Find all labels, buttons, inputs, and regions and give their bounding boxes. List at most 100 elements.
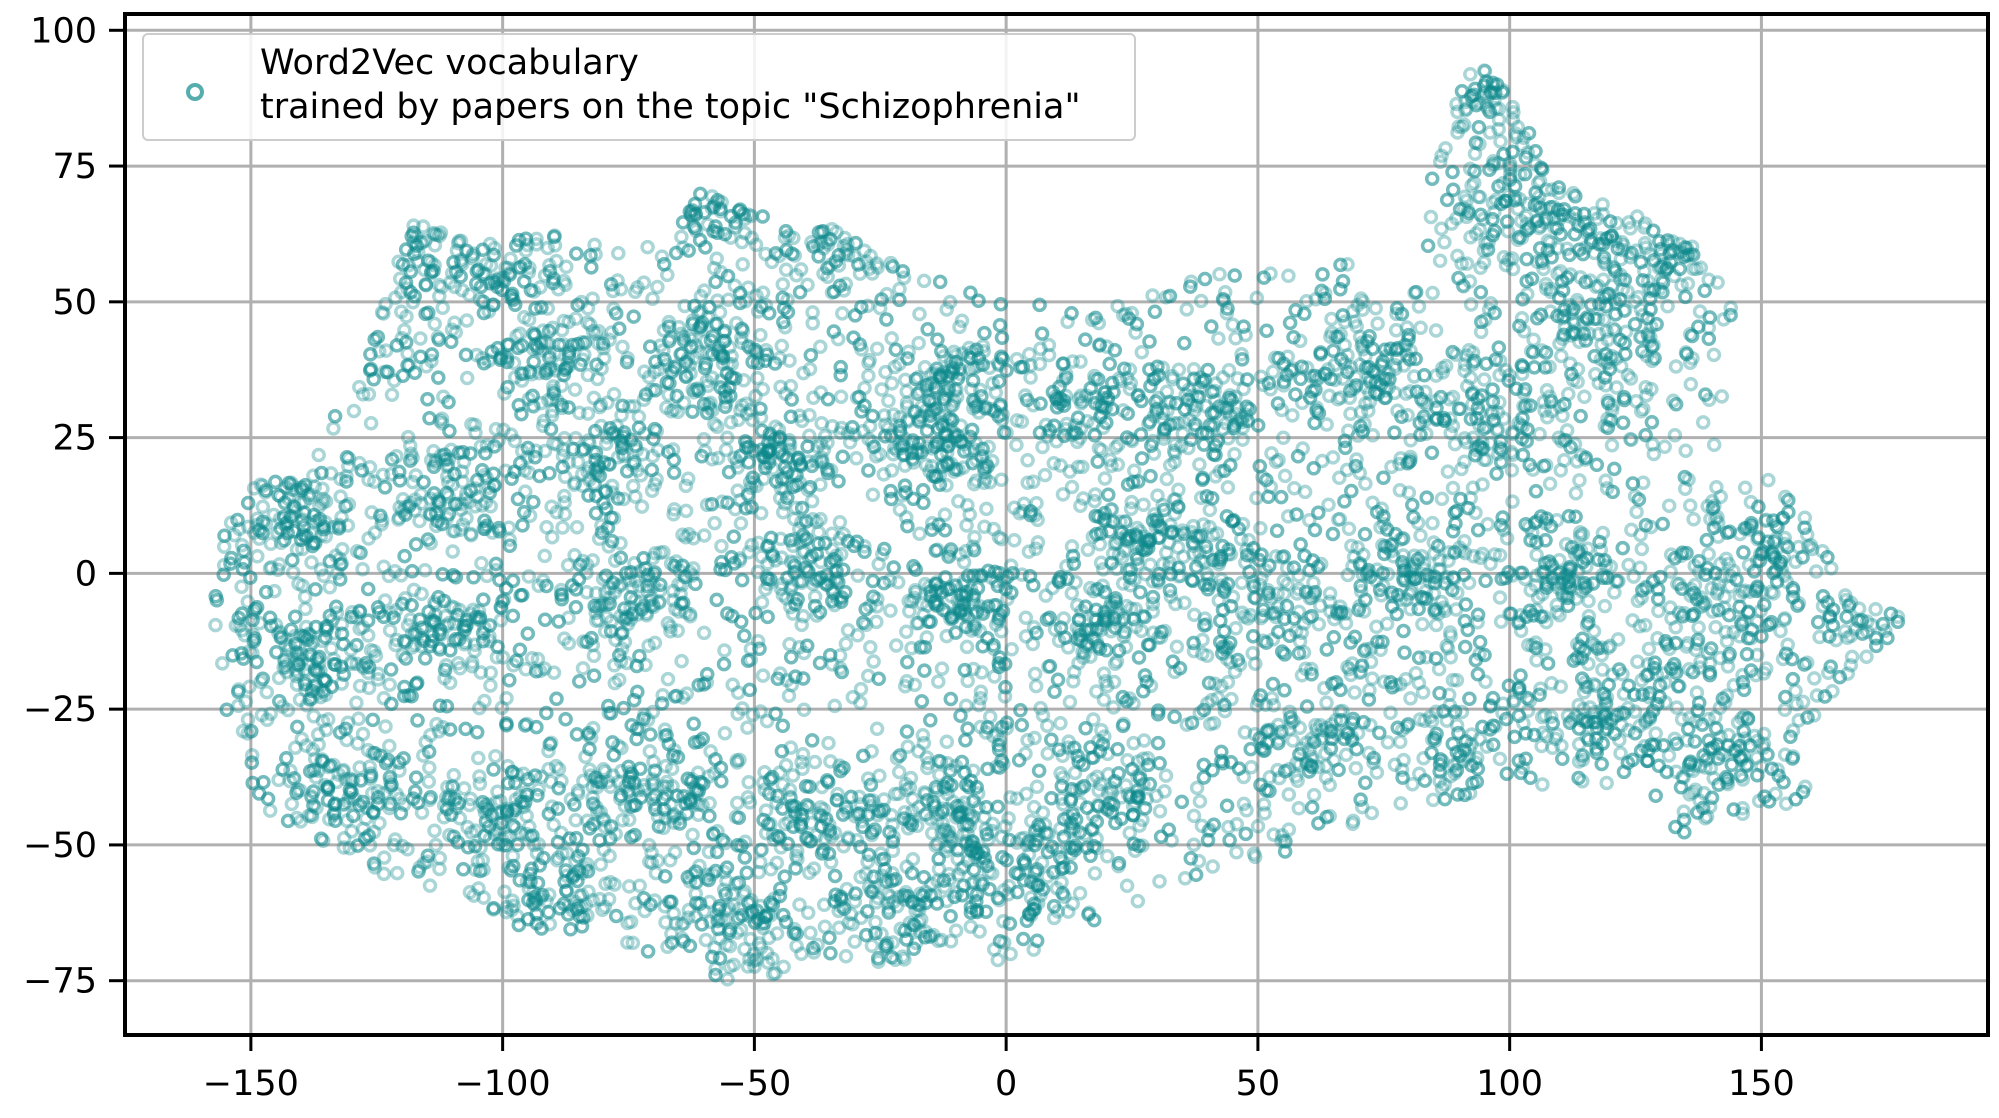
scatter-point bbox=[1520, 286, 1535, 302]
scatter-point bbox=[1087, 493, 1102, 509]
scatter-point bbox=[645, 291, 660, 306]
scatter-point bbox=[1596, 312, 1612, 327]
scatter-point bbox=[1304, 749, 1319, 764]
scatter-point bbox=[1770, 762, 1785, 777]
scatter-point bbox=[1717, 589, 1732, 605]
scatter-point bbox=[1678, 443, 1693, 458]
scatter-point bbox=[1737, 731, 1753, 746]
scatter-point bbox=[614, 407, 629, 423]
scatter-point bbox=[1502, 161, 1518, 176]
scatter-point bbox=[1383, 705, 1398, 721]
scatter-point bbox=[1703, 761, 1718, 776]
scatter-point bbox=[471, 881, 486, 896]
scatter-point bbox=[940, 418, 955, 433]
scatter-point bbox=[1170, 540, 1186, 555]
scatter-point bbox=[537, 268, 553, 283]
scatter-point bbox=[931, 674, 946, 689]
scatter-point bbox=[840, 236, 855, 252]
scatter-point bbox=[1095, 578, 1110, 594]
scatter-point bbox=[582, 436, 597, 452]
scatter-point bbox=[925, 375, 940, 391]
scatter-point bbox=[665, 583, 681, 599]
scatter-point bbox=[1604, 438, 1620, 453]
scatter-point bbox=[1155, 411, 1170, 426]
scatter-point bbox=[1045, 580, 1060, 596]
scatter-point bbox=[912, 886, 928, 901]
scatter-point bbox=[904, 812, 920, 828]
scatter-point bbox=[1549, 597, 1565, 613]
scatter-point bbox=[1086, 712, 1101, 727]
scatter-point bbox=[926, 392, 941, 407]
scatter-point bbox=[1234, 575, 1250, 590]
scatter-point bbox=[697, 334, 713, 349]
scatter-point bbox=[1544, 558, 1559, 574]
scatter-point bbox=[1035, 708, 1051, 723]
scatter-point bbox=[1281, 787, 1297, 802]
scatter-point bbox=[1477, 63, 1492, 78]
scatter-point bbox=[644, 845, 659, 861]
scatter-point bbox=[1225, 589, 1241, 605]
scatter-point bbox=[378, 719, 393, 734]
scatter-point bbox=[294, 513, 310, 529]
scatter-point bbox=[613, 577, 629, 592]
scatter-point bbox=[652, 583, 668, 599]
scatter-point bbox=[679, 686, 695, 701]
scatter-point bbox=[459, 313, 475, 328]
scatter-point bbox=[1568, 212, 1583, 227]
scatter-points bbox=[208, 63, 1906, 987]
scatter-point bbox=[445, 544, 460, 559]
scatter-point bbox=[927, 887, 943, 903]
scatter-point bbox=[659, 774, 675, 790]
scatter-point bbox=[1737, 480, 1753, 496]
scatter-point bbox=[1543, 235, 1558, 250]
scatter-point bbox=[917, 576, 933, 592]
scatter-point bbox=[1498, 257, 1514, 273]
scatter-point bbox=[1066, 424, 1081, 440]
scatter-point bbox=[603, 875, 618, 890]
scatter-point bbox=[1562, 298, 1578, 313]
scatter-point bbox=[387, 832, 403, 847]
scatter-point bbox=[707, 940, 722, 956]
scatter-point bbox=[1352, 357, 1368, 372]
scatter-point bbox=[794, 617, 809, 633]
scatter-point bbox=[1559, 587, 1575, 602]
scatter-point bbox=[976, 855, 991, 870]
scatter-point bbox=[1467, 146, 1483, 161]
scatter-point bbox=[322, 580, 338, 595]
scatter-point bbox=[1537, 403, 1552, 418]
scatter-point bbox=[1442, 411, 1458, 427]
scatter-point bbox=[1132, 538, 1147, 554]
scatter-point bbox=[1332, 511, 1348, 527]
scatter-point bbox=[258, 485, 273, 500]
scatter-point bbox=[892, 281, 907, 297]
scatter-point bbox=[325, 520, 341, 535]
scatter-point bbox=[1733, 751, 1749, 766]
scatter-point bbox=[741, 908, 757, 924]
scatter-point bbox=[1322, 388, 1337, 404]
scatter-point bbox=[1229, 400, 1245, 415]
scatter-point bbox=[1617, 303, 1633, 318]
scatter-point bbox=[1643, 519, 1659, 535]
scatter-point bbox=[765, 951, 780, 967]
scatter-point bbox=[422, 760, 437, 775]
scatter-point bbox=[888, 638, 904, 653]
scatter-point bbox=[1431, 661, 1447, 677]
scatter-point bbox=[1352, 665, 1368, 681]
scatter-point bbox=[1352, 598, 1367, 614]
scatter-point bbox=[1529, 547, 1544, 563]
scatter-point bbox=[449, 243, 465, 259]
scatter-point bbox=[744, 342, 759, 357]
scatter-point bbox=[1343, 406, 1358, 422]
scatter-point bbox=[1714, 389, 1730, 404]
scatter-point bbox=[744, 537, 759, 553]
scatter-point bbox=[290, 666, 306, 681]
scatter-point bbox=[1007, 532, 1022, 548]
scatter-point bbox=[1530, 513, 1545, 529]
scatter-point bbox=[943, 611, 958, 627]
scatter-point bbox=[1683, 588, 1698, 603]
scatter-point bbox=[1202, 502, 1218, 518]
scatter-point bbox=[1152, 874, 1167, 889]
scatter-point bbox=[817, 919, 833, 934]
scatter-point bbox=[561, 358, 576, 374]
scatter-point bbox=[1115, 307, 1131, 323]
